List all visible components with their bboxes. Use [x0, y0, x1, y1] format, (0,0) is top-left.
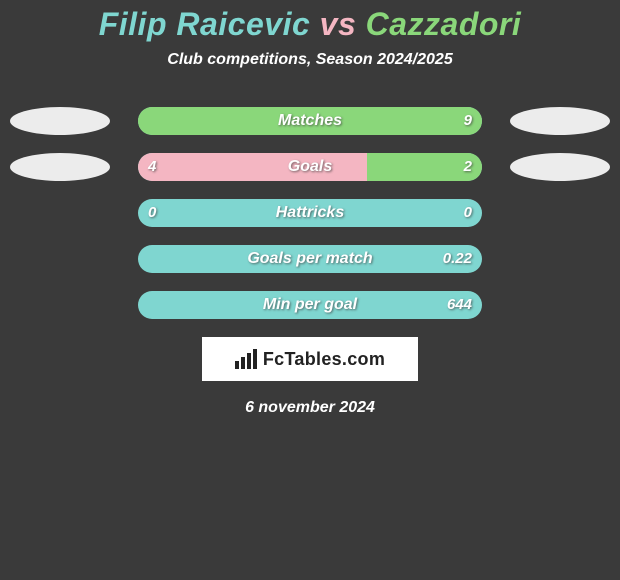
branding-text: FcTables.com: [263, 349, 385, 370]
stat-bar-track: [138, 199, 482, 227]
player2-bar: [138, 107, 482, 135]
player2-bar: [367, 153, 482, 181]
bar-chart-icon: [235, 349, 257, 369]
player1-name: Filip Raicevic: [99, 6, 311, 42]
player1-disc: [10, 107, 110, 135]
player2-disc: [510, 153, 610, 181]
stat-row: Hattricks00: [0, 199, 620, 227]
player2-disc: [510, 107, 610, 135]
comparison-title: Filip Raicevic vs Cazzadori: [0, 0, 620, 43]
stat-row: Matches9: [0, 107, 620, 135]
stat-bar-track: [138, 107, 482, 135]
subtitle: Club competitions, Season 2024/2025: [0, 51, 620, 69]
stat-row: Min per goal644: [0, 291, 620, 319]
stat-row: Goals per match0.22: [0, 245, 620, 273]
player2-name: Cazzadori: [366, 6, 522, 42]
stat-row: Goals42: [0, 153, 620, 181]
stats-container: Matches9 Goals42 Hattricks00 Goals per matc…: [0, 107, 620, 319]
stat-bar-track: [138, 153, 482, 181]
branding-badge: FcTables.com: [202, 337, 418, 381]
vs-separator: vs: [320, 6, 357, 42]
date-label: 6 november 2024: [0, 399, 620, 417]
stat-bar-track: [138, 291, 482, 319]
player1-disc: [10, 153, 110, 181]
player1-bar: [138, 153, 367, 181]
stat-bar-track: [138, 245, 482, 273]
